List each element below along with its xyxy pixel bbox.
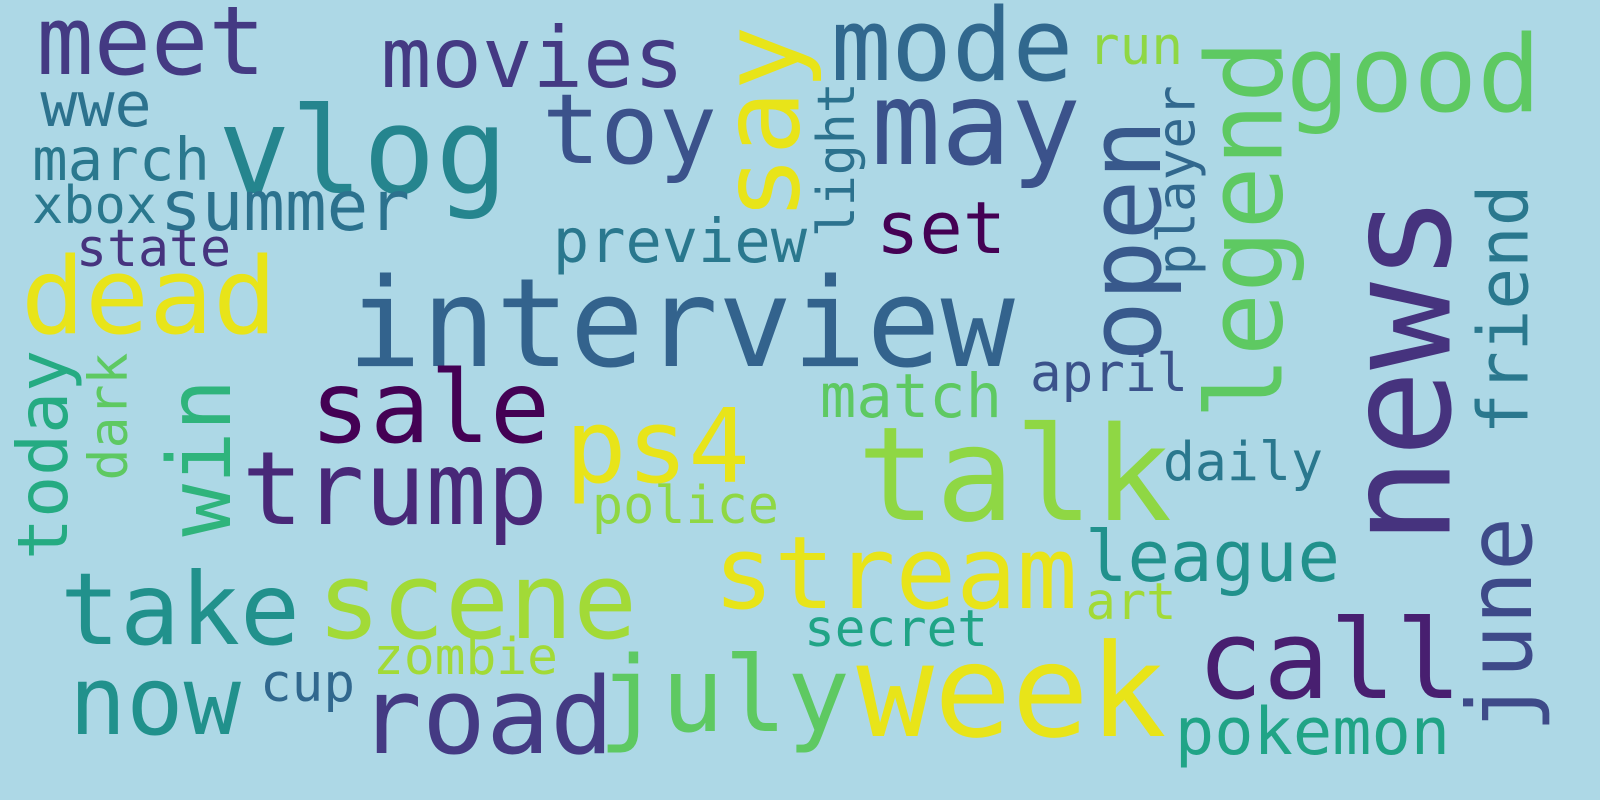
word-april: april: [1030, 342, 1189, 404]
word-trump: trump: [241, 430, 548, 549]
word-mode: mode: [830, 0, 1074, 104]
word-secret: secret: [804, 599, 988, 659]
word-dark: dark: [77, 352, 140, 480]
word-player: player: [1146, 84, 1208, 275]
word-police: police: [591, 476, 779, 537]
word-week: week: [856, 617, 1167, 768]
word-today: today: [3, 349, 85, 561]
word-state: state: [76, 219, 232, 280]
word-july: july: [598, 633, 850, 756]
word-set: set: [876, 185, 1007, 270]
word-art: art: [1085, 572, 1177, 632]
word-may: may: [871, 56, 1082, 192]
word-cup: cup: [260, 652, 355, 714]
word-light: light: [806, 82, 867, 238]
word-good: good: [1286, 13, 1542, 136]
word-ps4: ps4: [565, 387, 750, 507]
word-talk: talk: [857, 398, 1172, 551]
word-vlog: vlog: [218, 82, 508, 223]
word-call: call: [1197, 596, 1462, 724]
word-match: match: [819, 362, 1003, 433]
word-summer: summer: [160, 166, 410, 247]
word-news: news: [1315, 194, 1485, 546]
word-pokemon: pokemon: [1174, 693, 1451, 770]
word-dead: dead: [20, 235, 278, 360]
word-meet: meet: [36, 0, 266, 97]
word-friend: friend: [1463, 185, 1544, 435]
word-run: run: [1088, 16, 1183, 78]
word-preview: preview: [552, 207, 808, 278]
word-march: march: [32, 125, 210, 194]
word-take: take: [60, 551, 301, 669]
word-daily: daily: [1162, 430, 1323, 493]
word-now: now: [69, 646, 241, 757]
word-say: say: [699, 24, 825, 221]
word-movies: movies: [380, 8, 685, 107]
word-legend: legend: [1183, 40, 1307, 420]
word-june: june: [1449, 517, 1554, 733]
word-zombie: zombie: [373, 627, 558, 688]
word-win: win: [149, 378, 252, 537]
word-scene: scene: [316, 540, 638, 665]
word-stream: stream: [713, 513, 1078, 632]
word-wwe: wwe: [40, 68, 152, 141]
word-toy: toy: [542, 72, 717, 186]
word-xbox: xbox: [32, 176, 157, 236]
word-league: league: [1085, 515, 1341, 599]
word-road: road: [358, 655, 614, 780]
word-sale: sale: [310, 348, 551, 466]
word-interview: interview: [347, 253, 1015, 397]
